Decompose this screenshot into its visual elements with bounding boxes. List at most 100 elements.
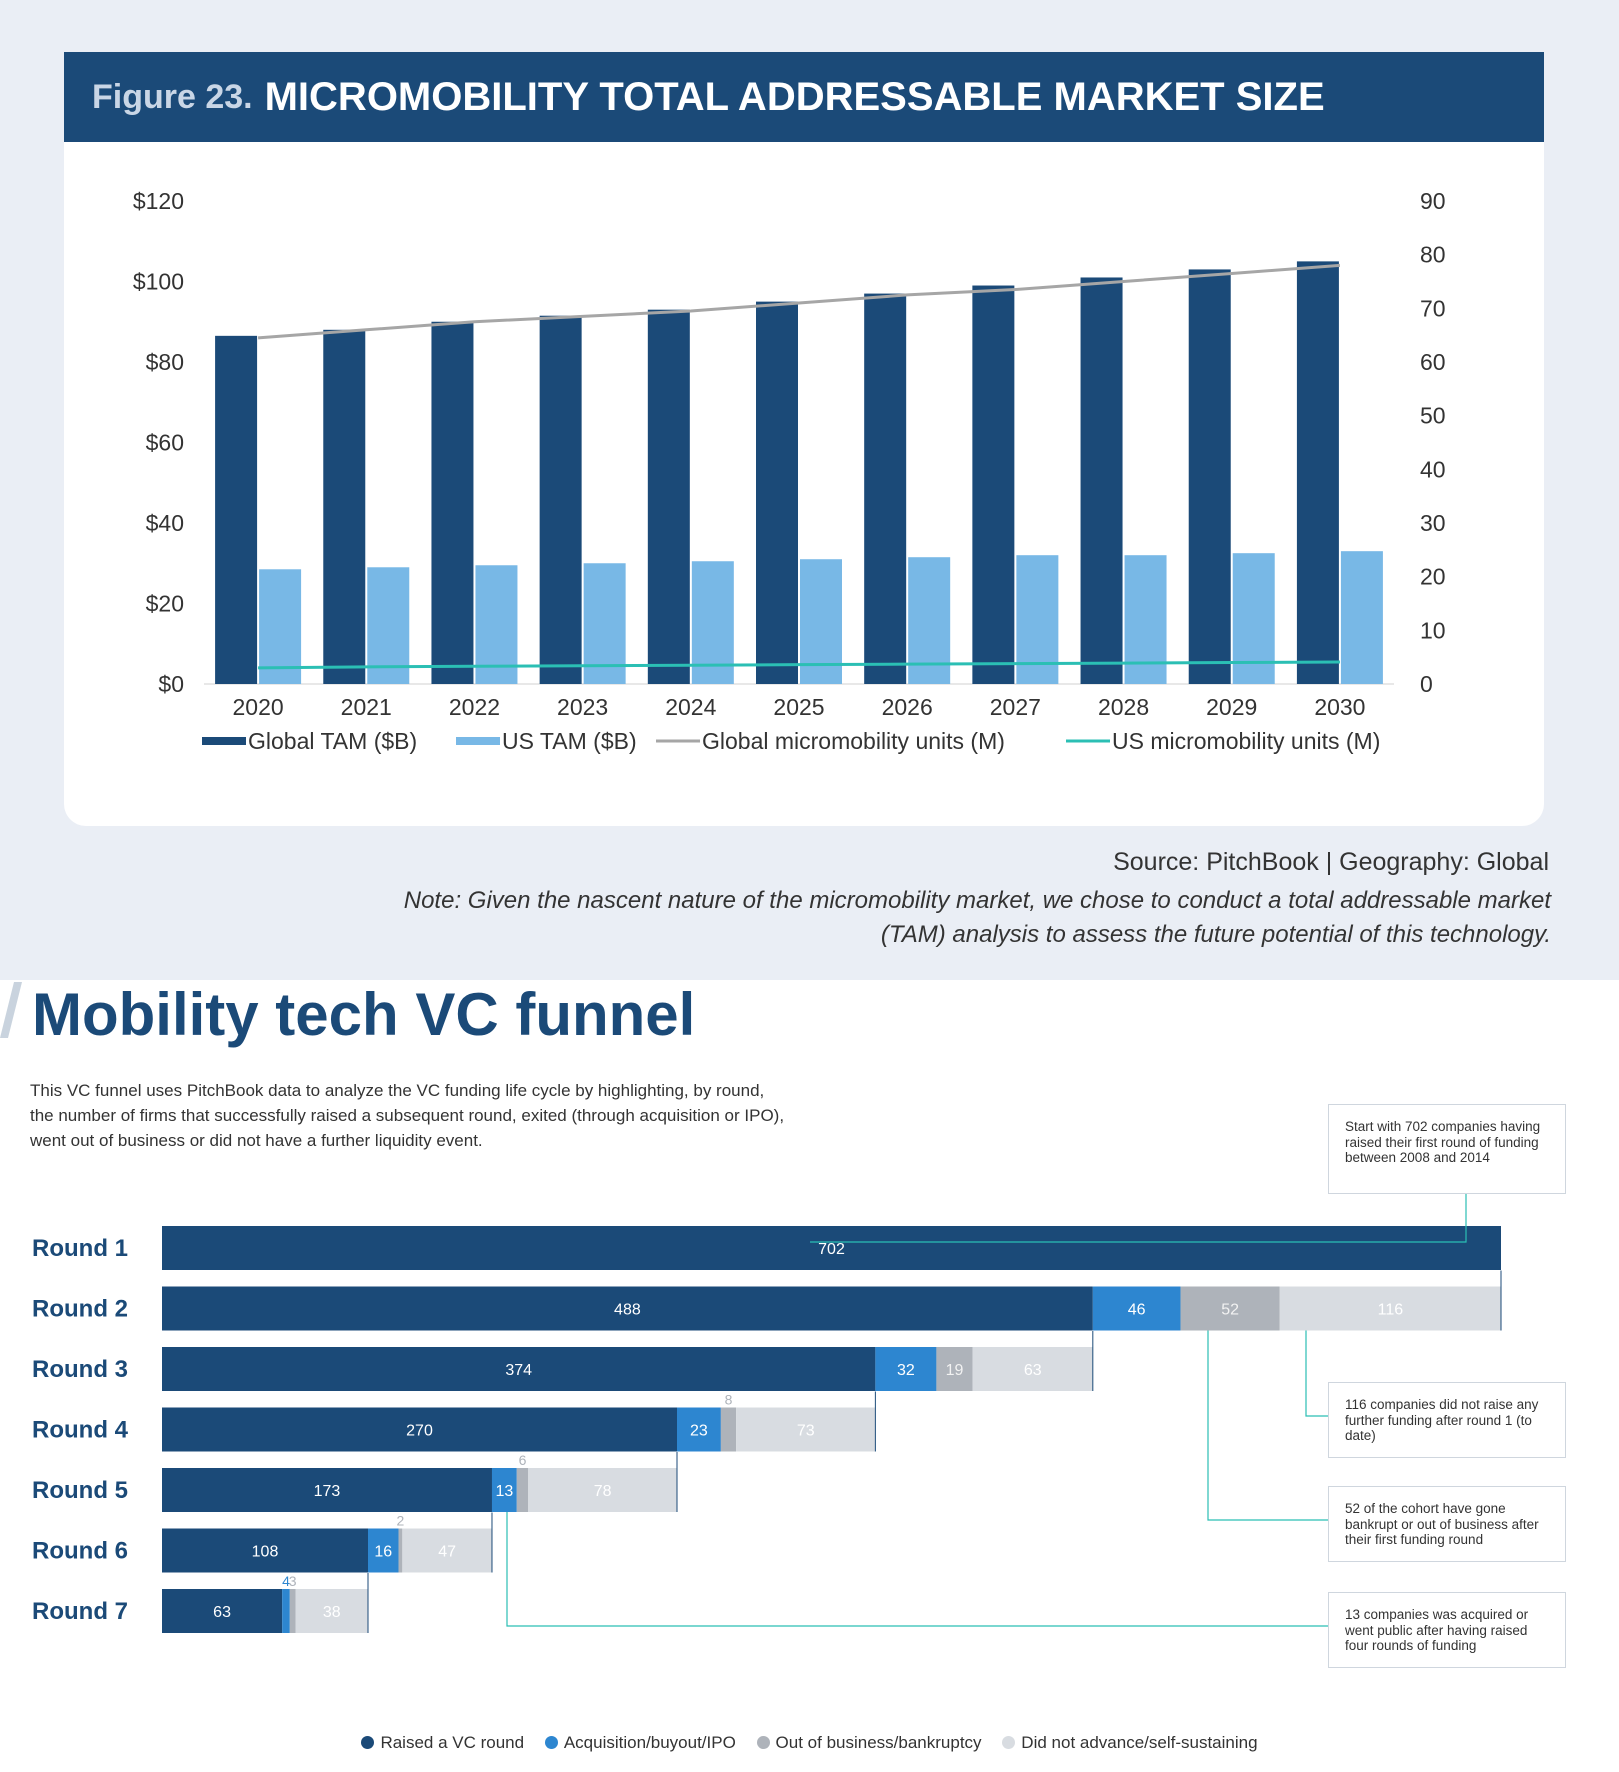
funnel-segment — [162, 1286, 1093, 1331]
figure-note: Note: Given the nascent nature of the mi… — [403, 887, 1551, 948]
x-tick-label: 2024 — [665, 694, 716, 720]
legend-swatch — [361, 1736, 375, 1749]
funnel-segment — [516, 1468, 529, 1512]
segment-value-label: 4 — [282, 1573, 290, 1589]
round-label: Round 1 — [32, 1235, 128, 1262]
funnel-segment — [398, 1528, 403, 1573]
funnel-segment — [528, 1468, 677, 1512]
bar-us-tam — [367, 567, 410, 684]
bar-global-tam — [972, 285, 1015, 684]
bar-global-tam — [1188, 269, 1231, 684]
funnel-segment — [162, 1226, 1501, 1270]
legend-label: Raised a VC round — [380, 1733, 525, 1752]
x-tick-label: 2026 — [882, 694, 933, 720]
chart-card: $0 $20 $40 $60 $80 $100 $120 0 10 20 30 40 50 60 70 80 9… — [64, 142, 1544, 826]
funnel-segment — [162, 1528, 368, 1573]
funnel-legend: Raised a VC round Acquisition/buyout/IPO… — [0, 1733, 1619, 1753]
legend-swatch — [544, 1736, 558, 1749]
y-tick-label: $100 — [133, 269, 184, 295]
segment-value-label: 488 — [614, 1302, 641, 1319]
y2-tick-label: 0 — [1420, 671, 1433, 697]
decorative-slash — [0, 982, 22, 1038]
bar-global-tam — [431, 321, 474, 684]
source-line: Source: PitchBook | Geography: Global — [1113, 848, 1549, 876]
y2-tick-label: 10 — [1420, 617, 1446, 643]
round-label: Round 3 — [32, 1356, 128, 1383]
segment-value-label: 270 — [406, 1423, 433, 1440]
segment-value-label: 108 — [252, 1544, 279, 1561]
y2-tick-label: 40 — [1420, 456, 1446, 482]
funnel-segment — [289, 1589, 296, 1633]
funnel-segment — [1180, 1286, 1280, 1331]
y-tick-label: $20 — [146, 591, 184, 617]
funnel-segment — [1279, 1286, 1501, 1331]
figure-title: MICROMOBILITY TOTAL ADDRESSABLE MARKET S… — [264, 74, 1325, 119]
bar-global-tam — [539, 315, 582, 684]
segment-value-label: 46 — [1128, 1302, 1146, 1319]
funnel-segment — [295, 1589, 368, 1633]
bar-us-tam — [1340, 551, 1383, 684]
y2-tick-label: 30 — [1420, 510, 1446, 536]
y-tick-label: $60 — [146, 430, 184, 456]
funnel-segment — [875, 1347, 937, 1391]
legend-swatch — [756, 1736, 770, 1749]
legend-label: Global micromobility units (M) — [702, 728, 1005, 754]
legend-swatch — [1002, 1736, 1016, 1749]
bar-global-tam — [864, 293, 907, 684]
round-label: Round 5 — [32, 1477, 128, 1504]
x-tick-label: 2027 — [990, 694, 1041, 720]
bar-us-tam — [475, 565, 518, 684]
legend-label: Acquisition/buyout/IPO — [563, 1733, 736, 1752]
line-us-units — [258, 660, 1340, 670]
y-tick-label: $40 — [146, 510, 184, 536]
y2-tick-label: 60 — [1420, 349, 1446, 375]
funnel-title: Mobility tech VC funnel — [32, 981, 696, 1048]
x-tick-label: 2025 — [773, 694, 824, 720]
segment-value-label: 2 — [397, 1513, 405, 1529]
bar-us-tam — [583, 563, 626, 684]
legend-label: Out of business/bankruptcy — [775, 1733, 982, 1752]
x-tick-label: 2023 — [557, 694, 608, 720]
funnel-segment — [720, 1407, 737, 1452]
legend-swatch — [202, 737, 246, 745]
funnel-segment — [162, 1347, 876, 1391]
legend-label: US TAM ($B) — [502, 728, 637, 754]
segment-value-label: 3 — [289, 1573, 297, 1589]
segment-value-label: 374 — [505, 1362, 532, 1379]
bar-us-tam — [1124, 555, 1167, 684]
legend-item-out-of-business: Out of business/bankruptcy — [756, 1733, 982, 1753]
figure-number: Figure 23. — [92, 77, 253, 116]
segment-value-label: 63 — [1024, 1362, 1042, 1379]
funnel-description: This VC funnel uses PitchBook data to an… — [30, 1081, 785, 1150]
callout-leader-no-further-funding — [1305, 1330, 1328, 1417]
funnel-segment — [282, 1589, 290, 1633]
funnel-segment — [368, 1528, 399, 1573]
bar-global-tam — [1080, 277, 1123, 684]
callout-no-further-funding: 116 companies did not raise any further … — [1328, 1382, 1566, 1458]
legend-label: Global TAM ($B) — [248, 728, 417, 754]
segment-value-label: 702 — [818, 1241, 845, 1258]
bar-us-tam — [259, 569, 302, 684]
x-tick-label: 2028 — [1098, 694, 1149, 720]
segment-value-label: 78 — [594, 1483, 612, 1500]
bar-global-tam — [215, 335, 258, 684]
segment-value-label: 32 — [897, 1362, 915, 1379]
funnel-segment — [936, 1347, 973, 1391]
funnel-segment — [972, 1347, 1093, 1391]
funnel-segment — [736, 1407, 876, 1452]
callout-bankrupt: 52 of the cohort have gone bankrupt or o… — [1328, 1486, 1566, 1562]
callout-leader-bankrupt — [1207, 1330, 1328, 1521]
figure-header: Figure 23. MICROMOBILITY TOTAL ADDRESSAB… — [64, 52, 1544, 142]
y-tick-label: $120 — [133, 188, 184, 214]
x-tick-label: 2030 — [1314, 694, 1365, 720]
legend-label: US micromobility units (M) — [1112, 728, 1380, 754]
segment-value-label: 63 — [213, 1604, 231, 1621]
round-label: Round 6 — [32, 1538, 128, 1565]
segment-value-label: 52 — [1221, 1302, 1239, 1319]
round-label: Round 4 — [32, 1417, 129, 1444]
y2-tick-label: 70 — [1420, 295, 1446, 321]
round-label: Round 2 — [32, 1296, 128, 1323]
segment-value-label: 73 — [797, 1423, 815, 1440]
y-tick-label: $0 — [158, 671, 184, 697]
